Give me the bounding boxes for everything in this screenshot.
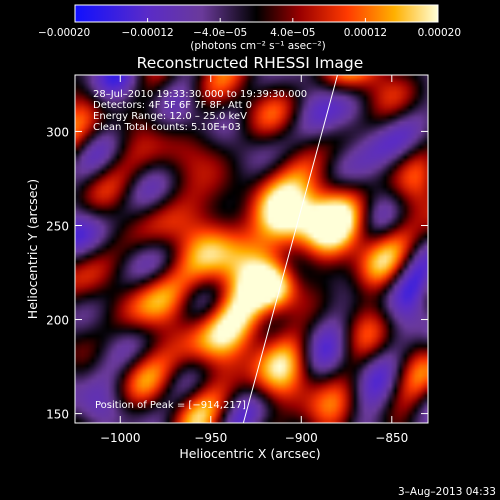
colorbar-tick-label: 4.0e−05 <box>270 27 315 39</box>
x-axis-ticks: −1000 −950 −900 −850 <box>100 75 408 445</box>
limb-line <box>242 75 338 423</box>
peak-position-label: Position of Peak = [−914,217] <box>95 400 246 411</box>
colorbar-tick-label: −4.0e−05 <box>193 27 247 39</box>
x-tick-label: −900 <box>285 431 318 445</box>
heatmap-image <box>75 75 428 423</box>
colorbar <box>74 4 439 23</box>
colorbar-unit: (photons cm⁻² s⁻¹ asec⁻²) <box>190 40 325 52</box>
info-block: 28–Jul–2010 19:33:30.000 to 19:39:30.000… <box>93 89 307 133</box>
x-tick-label: −950 <box>194 431 227 445</box>
y-tick-label: 300 <box>46 125 69 139</box>
info-line: 28–Jul–2010 19:33:30.000 to 19:39:30.000 <box>93 89 307 100</box>
colorbar-tick-label: 0.00012 <box>344 27 387 39</box>
y-tick-label: 250 <box>46 219 69 233</box>
y-tick-label: 200 <box>46 314 69 328</box>
x-tick-label: −850 <box>375 431 408 445</box>
info-line: Clean Total counts: 5.10E+03 <box>93 122 241 133</box>
chart-title: Reconstructed RHESSI Image <box>137 54 364 72</box>
footer-date: 3–Aug–2013 04:33 <box>398 486 496 498</box>
info-line: Energy Range: 12.0 – 25.0 keV <box>93 111 247 122</box>
info-line: Detectors: 4F 5F 6F 7F 8F, Att 0 <box>93 100 252 111</box>
colorbar-tick-label: 0.00020 <box>418 27 461 39</box>
x-axis-label: Heliocentric X (arcsec) <box>179 446 320 461</box>
plot-frame <box>74 74 429 424</box>
y-axis-label: Heliocentric Y (arcsec) <box>25 179 40 319</box>
colorbar-ticks: −0.00020 −0.00012 −4.0e−05 4.0e−05 0.00012 0.… <box>38 18 461 39</box>
y-axis-ticks: 150 200 250 300 <box>46 125 428 422</box>
y-tick-label: 150 <box>46 408 69 422</box>
colorbar-tick-label: −0.00012 <box>121 27 173 39</box>
x-tick-label: −1000 <box>100 431 141 445</box>
colorbar-tick-label: −0.00020 <box>38 27 90 39</box>
